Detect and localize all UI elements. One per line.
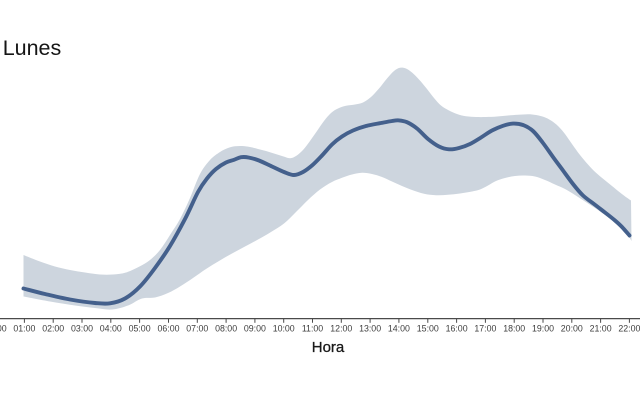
- svg-text:06:00: 06:00: [157, 324, 179, 334]
- svg-text:13:00: 13:00: [359, 324, 381, 334]
- svg-text:18:00: 18:00: [503, 324, 525, 334]
- svg-text:16:00: 16:00: [446, 324, 468, 334]
- svg-text:14:00: 14:00: [388, 324, 410, 334]
- svg-text:22:00: 22:00: [618, 324, 640, 334]
- svg-text:03:00: 03:00: [71, 324, 93, 334]
- svg-text:01:00: 01:00: [13, 324, 35, 334]
- svg-text:21:00: 21:00: [590, 324, 612, 334]
- svg-text:02:00: 02:00: [42, 324, 64, 334]
- svg-text:19:00: 19:00: [532, 324, 554, 334]
- svg-text:04:00: 04:00: [100, 324, 122, 334]
- svg-text:07:00: 07:00: [186, 324, 208, 334]
- svg-text:10:00: 10:00: [273, 324, 295, 334]
- svg-text:11:00: 11:00: [302, 324, 323, 334]
- svg-text:09:00: 09:00: [244, 324, 266, 334]
- svg-text:08:00: 08:00: [215, 324, 237, 334]
- svg-text:17:00: 17:00: [474, 324, 496, 334]
- svg-text:Hora: Hora: [312, 339, 345, 356]
- svg-text:00:00: 00:00: [0, 324, 7, 334]
- svg-text:05:00: 05:00: [129, 324, 151, 334]
- svg-text:20:00: 20:00: [561, 324, 583, 334]
- svg-text:12:00: 12:00: [330, 324, 352, 334]
- svg-text:15:00: 15:00: [417, 324, 439, 334]
- svg-text:Lunes: Lunes: [3, 36, 62, 60]
